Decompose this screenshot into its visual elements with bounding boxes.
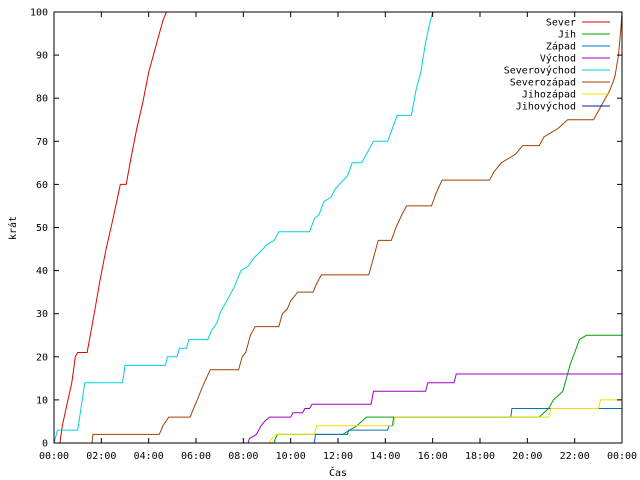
y-tick-label: 100	[30, 8, 48, 19]
y-tick-label: 20	[36, 352, 48, 363]
y-axis-label: krát	[7, 216, 19, 240]
x-tick-label: 12:00	[323, 451, 353, 462]
series-line-0	[59, 11, 167, 444]
x-tick-label: 00:00	[39, 451, 69, 462]
x-tick-label: 06:00	[181, 451, 211, 462]
y-tick-label: 0	[42, 439, 48, 450]
x-tick-label: 02:00	[86, 451, 116, 462]
y-tick-label: 80	[36, 94, 48, 105]
legend-label: Východ	[540, 53, 576, 65]
x-axis-label: Čas	[329, 466, 347, 479]
legend-label: Západ	[546, 41, 576, 53]
y-tick-label: 50	[36, 223, 48, 234]
series-line-3	[247, 373, 622, 444]
legend-label: Jih	[558, 30, 576, 41]
series-line-6	[268, 399, 622, 444]
legend-label: Severozápad	[510, 77, 576, 89]
legend-label: Jihozápad	[522, 89, 576, 101]
x-tick-label: 18:00	[465, 451, 495, 462]
legend-label: Jihovýchod	[516, 101, 576, 113]
series-line-4	[53, 11, 434, 444]
y-tick-label: 10	[36, 395, 48, 406]
axis-layer: 00:00 02:00 04:00 06:00 08:00 10:00 12:00 14:00…	[30, 8, 637, 463]
x-tick-label: 16:00	[418, 451, 448, 462]
y-tick-label: 30	[36, 309, 48, 320]
legend: SeverJihZápadVýchodSeverovýchodSeverozáp…	[504, 18, 610, 113]
legend-label: Sever	[546, 18, 576, 29]
x-tick-label: 20:00	[512, 451, 542, 462]
x-tick-label: 22:00	[560, 451, 590, 462]
series-layer	[53, 11, 623, 444]
x-tick-label: 00:00	[607, 451, 637, 462]
y-tick-label: 40	[36, 266, 48, 277]
series-line-1	[273, 334, 622, 444]
legend-label: Severovýchod	[504, 65, 576, 77]
x-tick-label: 14:00	[370, 451, 400, 462]
y-tick-label: 90	[36, 51, 48, 62]
series-line-5	[91, 11, 623, 444]
x-tick-label: 08:00	[228, 451, 258, 462]
y-tick-label: 60	[36, 180, 48, 191]
x-tick-label: 10:00	[276, 451, 306, 462]
y-tick-label: 70	[36, 137, 48, 148]
x-tick-label: 04:00	[134, 451, 164, 462]
